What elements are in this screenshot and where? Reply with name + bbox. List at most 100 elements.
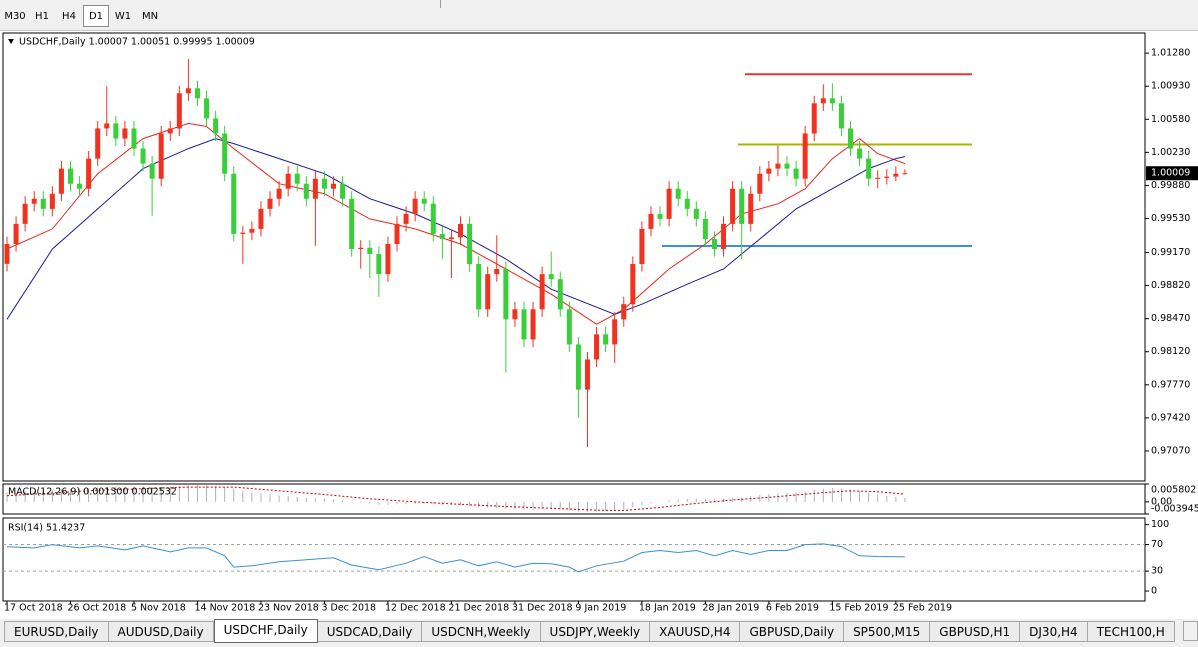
last-price-box	[1146, 166, 1198, 181]
chart-tabs: EURUSD,Daily AUDUSD,Daily USDCHF,Daily USDC…	[0, 619, 1198, 647]
candle-body	[784, 163, 790, 169]
candle-body	[321, 178, 327, 189]
y-tick-label: 1.00230	[1151, 147, 1190, 158]
candle-body	[494, 269, 500, 275]
chart-title: USDCHF,Daily 1.00007 1.00051 0.99995 1.0…	[19, 37, 255, 48]
indicator-line	[6, 486, 905, 512]
x-tick-label: 26 Oct 2018	[67, 603, 126, 614]
candle-body	[512, 309, 518, 320]
y-tick-label: 1.00580	[1151, 114, 1190, 125]
candle-body	[594, 334, 600, 360]
candle-body	[811, 103, 817, 134]
candle-body	[603, 334, 609, 345]
timeframe-button[interactable]: MN	[141, 11, 159, 22]
indicator-title: RSI(14) 51.4237	[8, 523, 85, 534]
candle-body	[630, 264, 636, 305]
candle-body	[40, 198, 46, 209]
candle-body	[766, 168, 772, 174]
tab-scroll[interactable]	[1183, 621, 1198, 641]
candle-body	[104, 123, 110, 129]
chart-tab[interactable]: AUDUSD,Daily	[108, 621, 214, 642]
x-tick-label: 17 Oct 2018	[4, 603, 63, 614]
chart-tab[interactable]: USDCNH,Weekly	[422, 621, 541, 642]
chart-tab[interactable]: XAUUSD,H4	[650, 621, 741, 642]
candle-body	[548, 274, 554, 280]
candle-body	[693, 208, 699, 219]
candle-body	[711, 238, 717, 250]
candle-body	[131, 128, 137, 149]
candle-body	[612, 319, 618, 345]
y-tick-label: 0.98470	[1151, 313, 1190, 324]
chart-tab[interactable]: USDCHF,Daily	[213, 619, 318, 643]
chart-tab[interactable]: USDCAD,Daily	[317, 621, 423, 642]
candle-body	[140, 148, 146, 164]
x-tick-label: 3 Dec 2018	[321, 603, 376, 614]
candle-body	[866, 158, 872, 179]
y-tick-label: 30	[1151, 566, 1163, 577]
timeframe-button[interactable]: H4	[62, 11, 76, 22]
candle-body	[167, 128, 173, 134]
timeframe-button[interactable]: M30	[4, 11, 26, 22]
candle-body	[149, 163, 155, 179]
candle-body	[394, 223, 400, 245]
x-tick-label: 18 Jan 2019	[639, 603, 696, 614]
chart-tab[interactable]: USDJPY,Weekly	[540, 621, 651, 642]
x-tick-label: 12 Dec 2018	[385, 603, 446, 614]
candle-body	[702, 218, 708, 239]
candle-body	[31, 198, 37, 204]
candle-body	[22, 203, 28, 224]
timeframe-button[interactable]: D1	[83, 5, 109, 27]
candle-body	[185, 88, 191, 94]
y-tick-label: 0.99170	[1151, 247, 1190, 258]
candle-body	[730, 188, 736, 224]
candle-body	[448, 237, 454, 239]
candle-body	[194, 88, 200, 99]
timeframe-button[interactable]: W1	[114, 11, 132, 22]
candle-body	[267, 198, 273, 209]
candle-body	[231, 173, 237, 234]
chart-tab[interactable]: TECH100,H	[1087, 621, 1175, 642]
candle-body	[566, 309, 572, 345]
candle-body	[358, 247, 364, 250]
candle-body	[675, 188, 681, 199]
candle-body	[684, 198, 690, 209]
timeframe-button[interactable]: H1	[35, 11, 49, 22]
candle-body	[4, 244, 10, 264]
x-tick-label: 23 Nov 2018	[258, 603, 319, 614]
candle-body	[857, 148, 863, 159]
x-tick-label: 9 Jan 2019	[575, 603, 626, 614]
candle-body	[204, 98, 210, 119]
candle-body	[367, 247, 373, 255]
last-price-label: 1.00009	[1151, 168, 1190, 179]
indicator-line	[6, 543, 905, 573]
candle-body	[439, 233, 445, 239]
candle-body	[294, 173, 300, 184]
chart-tab[interactable]: GBPUSD,Daily	[740, 621, 845, 642]
candle-body	[349, 198, 355, 250]
candle-body	[285, 173, 291, 189]
chart-tab[interactable]: GBPUSD,H1	[930, 621, 1021, 642]
x-tick-label: 31 Dec 2018	[512, 603, 573, 614]
y-tick-label: 1.01280	[1151, 48, 1190, 59]
candle-body	[303, 183, 309, 199]
chart-tab[interactable]: DJ30,H4	[1020, 621, 1088, 642]
y-tick-label: 0.97420	[1151, 412, 1190, 423]
candle-body	[385, 244, 391, 275]
panel-frame	[2, 517, 1146, 602]
y-tick-label: -0.003945	[1151, 504, 1198, 515]
x-tick-label: 28 Jan 2019	[702, 603, 759, 614]
y-tick-label: 100	[1151, 519, 1169, 530]
x-tick-label: 25 Feb 2019	[893, 603, 952, 614]
candle-body	[276, 188, 282, 199]
chart-tab[interactable]: EURUSD,Daily	[4, 621, 109, 642]
candle-body	[884, 176, 890, 178]
indicator-line	[6, 138, 906, 320]
candle-body	[775, 163, 781, 169]
chart-tab[interactable]: SP500,M15	[844, 621, 931, 642]
candle-body	[312, 178, 318, 199]
y-tick-label: 0.00	[1151, 496, 1172, 507]
candle-body	[503, 269, 509, 320]
x-tick-label: 5 Nov 2018	[131, 603, 186, 614]
candle-body	[213, 118, 219, 134]
